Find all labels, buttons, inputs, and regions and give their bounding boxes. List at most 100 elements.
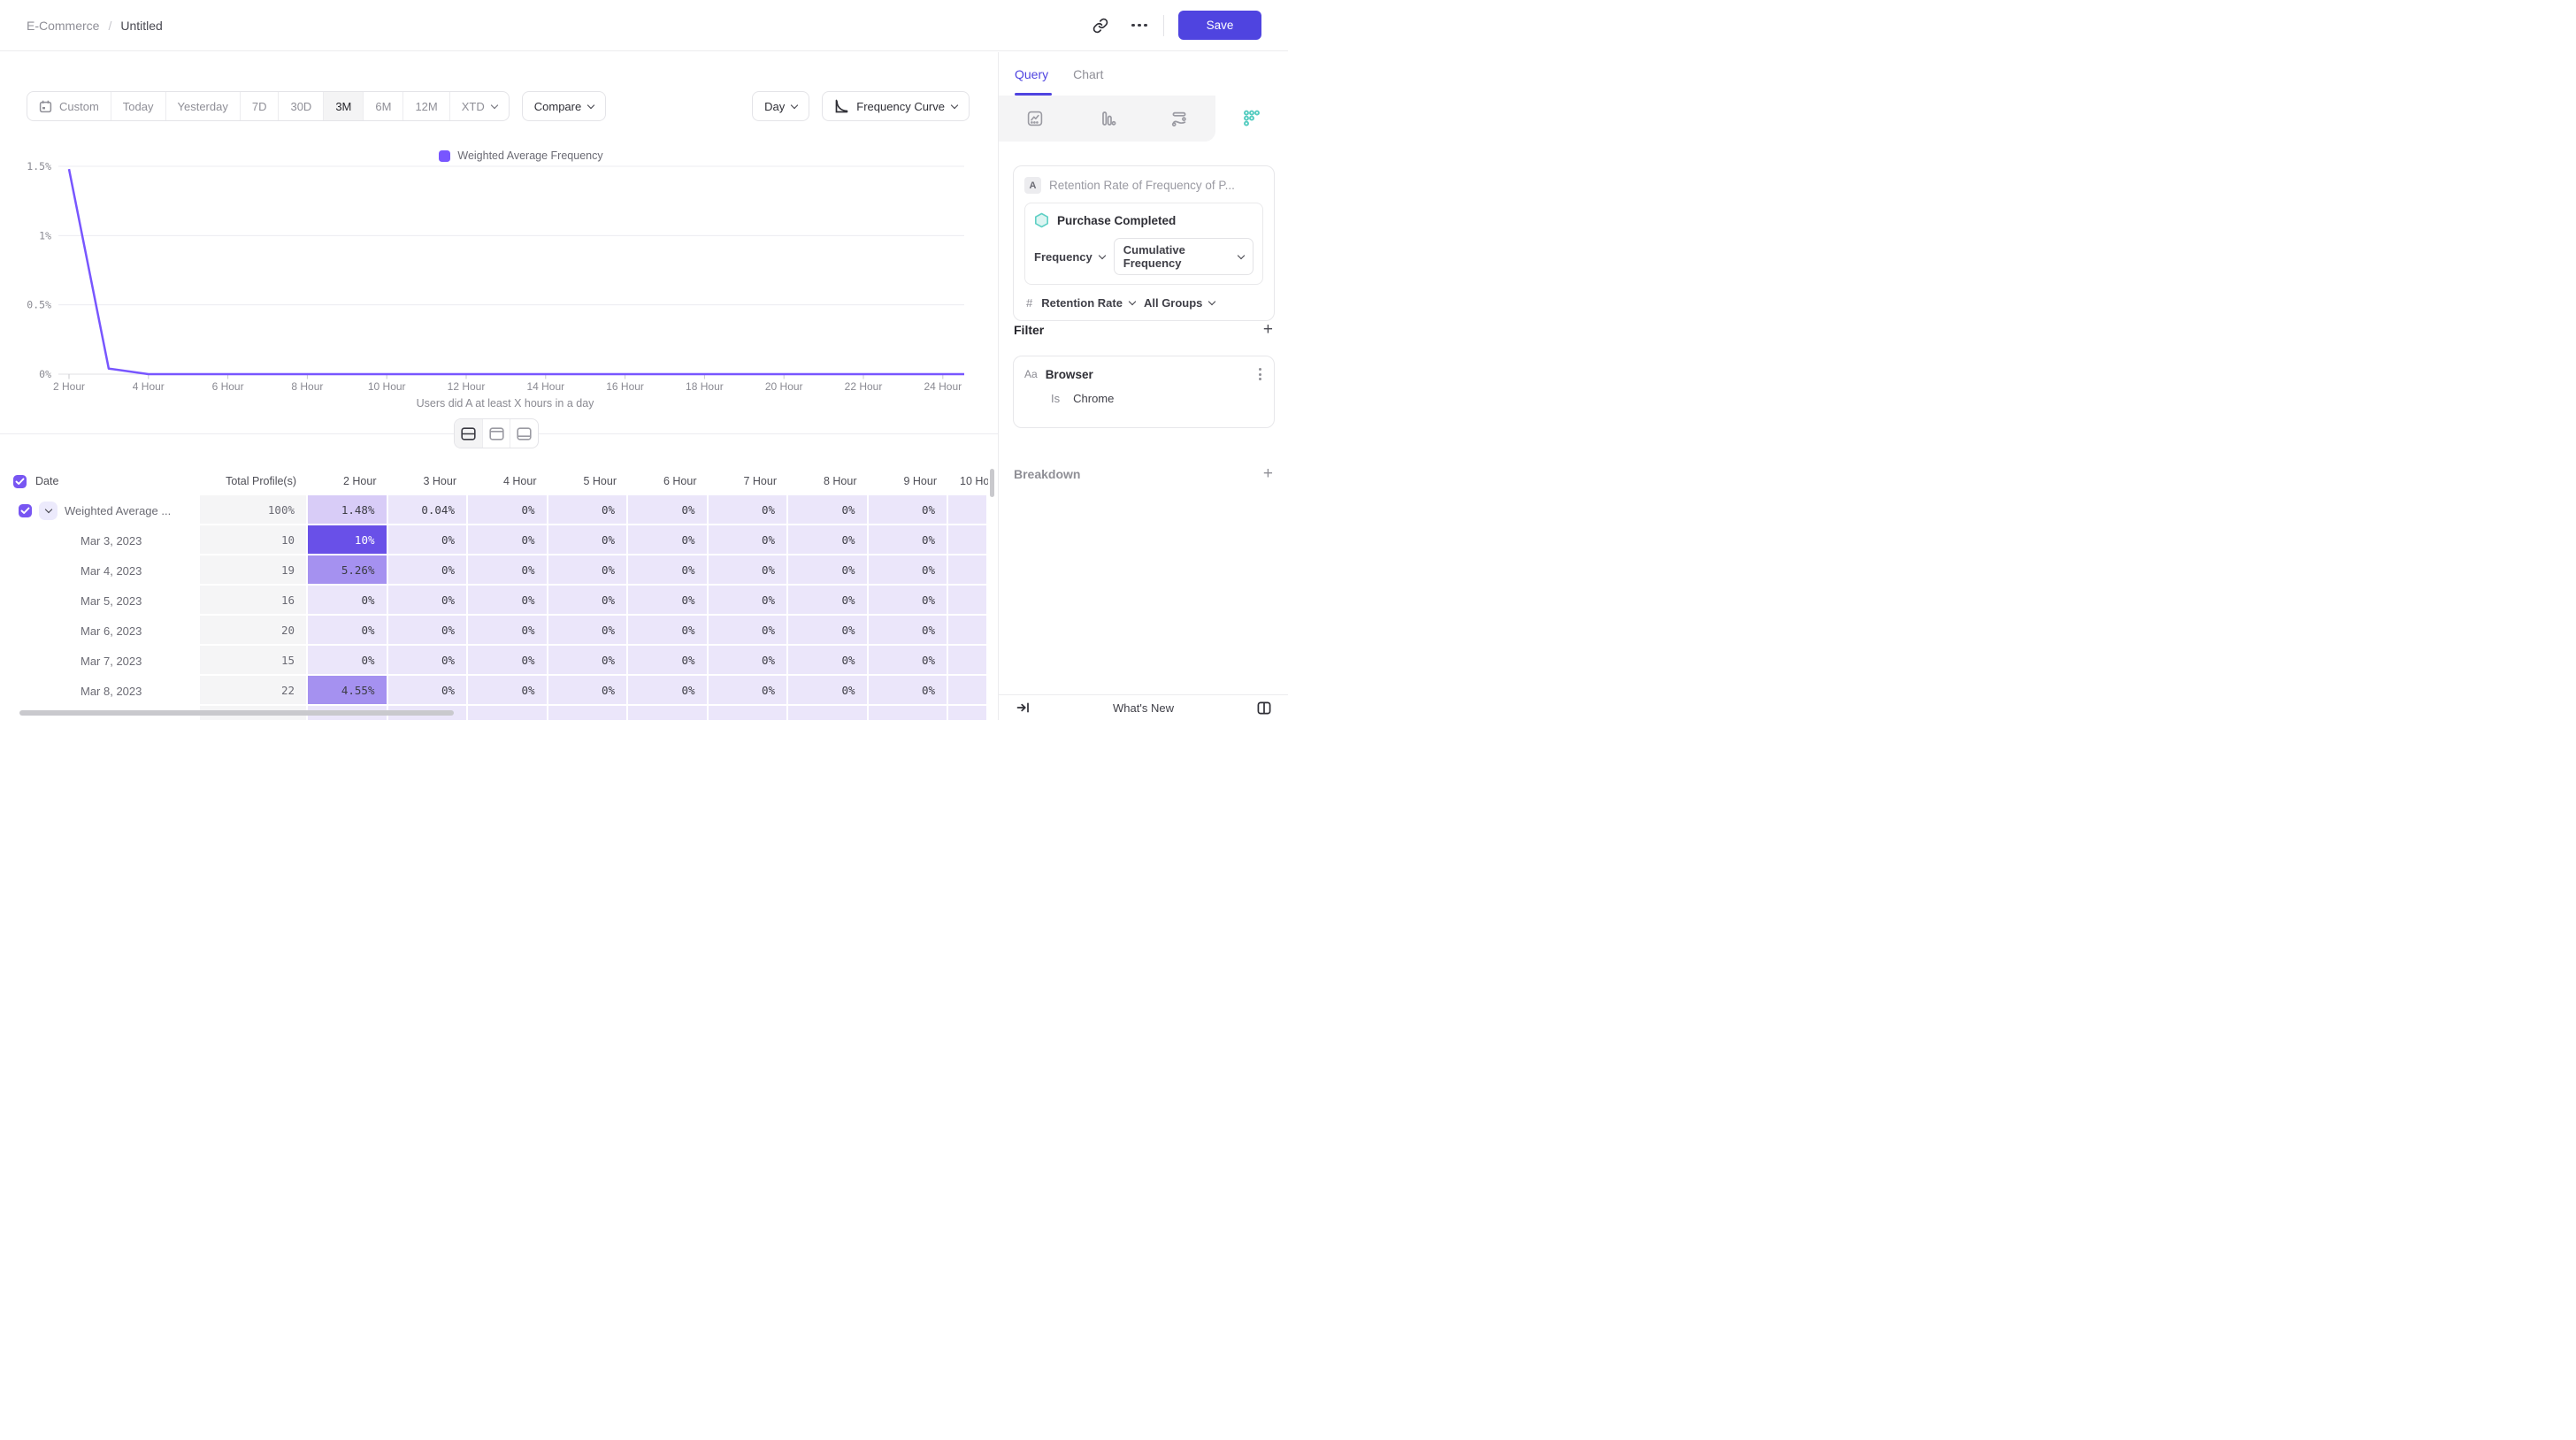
retention-cell[interactable]: 0% (868, 616, 948, 646)
retention-cell[interactable]: 0% (788, 646, 869, 676)
retention-cell[interactable]: 0% (468, 586, 548, 616)
collapse-panel-button[interactable] (1013, 698, 1032, 717)
retention-cell[interactable]: 0% (708, 616, 788, 646)
retention-cell[interactable] (948, 646, 988, 676)
layout-table-view-button[interactable] (510, 419, 538, 448)
retention-cell[interactable] (948, 616, 988, 646)
column-header[interactable]: 9 Hour (868, 467, 948, 495)
retention-cell[interactable]: 0% (708, 555, 788, 586)
retention-cell[interactable]: 0% (628, 495, 709, 525)
retention-cell[interactable]: 0% (788, 525, 869, 555)
retention-cell[interactable]: 0% (788, 616, 869, 646)
total-profiles-cell[interactable]: 10 (200, 525, 308, 555)
measure-dropdown[interactable]: Retention Rate (1041, 296, 1137, 310)
retention-cell[interactable]: 0% (387, 555, 468, 586)
total-profiles-cell[interactable]: 15 (200, 646, 308, 676)
retention-cell[interactable]: 0% (387, 616, 468, 646)
retention-cell[interactable]: 0% (708, 676, 788, 706)
filter-options-kebab[interactable] (1257, 366, 1263, 382)
retention-cell[interactable]: 0% (548, 616, 628, 646)
tab-query[interactable]: Query (1015, 66, 1049, 81)
save-button[interactable]: Save (1178, 11, 1261, 40)
range-today[interactable]: Today (110, 92, 165, 120)
groups-dropdown[interactable]: All Groups (1144, 296, 1216, 310)
retention-cell[interactable] (548, 706, 628, 720)
table-row-label[interactable]: Mar 7, 2023 (13, 646, 200, 676)
retention-cell[interactable]: 0% (788, 495, 869, 525)
retention-cell[interactable]: 0% (628, 676, 709, 706)
retention-cell[interactable]: 0% (468, 646, 548, 676)
total-profiles-cell[interactable]: 22 (200, 676, 308, 706)
retention-cell[interactable] (948, 495, 988, 525)
total-profiles-cell[interactable]: 16 (200, 586, 308, 616)
retention-cell[interactable]: 0% (548, 495, 628, 525)
column-header[interactable]: Total Profile(s) (200, 467, 308, 495)
range-12m[interactable]: 12M (402, 92, 448, 120)
retention-cell[interactable]: 0% (868, 555, 948, 586)
retention-cell[interactable] (788, 706, 869, 720)
column-header[interactable]: 7 Hour (708, 467, 788, 495)
horizontal-scrollbar[interactable] (19, 710, 454, 716)
retention-cell[interactable] (948, 525, 988, 555)
chart-legend[interactable]: Weighted Average Frequency (0, 149, 998, 162)
retention-cell[interactable]: 0.04% (387, 495, 468, 525)
table-row-label[interactable]: Mar 3, 2023 (13, 525, 200, 555)
column-header[interactable]: 10 Hour (948, 467, 988, 495)
table-row-label[interactable]: Weighted Average ... (13, 495, 200, 525)
retention-cell[interactable]: 0% (788, 586, 869, 616)
retention-cell[interactable]: 0% (868, 525, 948, 555)
whats-new-link[interactable]: What's New (1113, 701, 1174, 715)
retention-cell[interactable]: 0% (548, 525, 628, 555)
retention-cell[interactable]: 0% (468, 495, 548, 525)
range-xtd[interactable]: XTD (448, 92, 509, 120)
retention-cell[interactable]: 0% (788, 555, 869, 586)
retention-cell[interactable]: 0% (868, 676, 948, 706)
retention-cell[interactable]: 0% (308, 646, 388, 676)
retention-cell[interactable]: 1.48% (308, 495, 388, 525)
retention-cell[interactable]: 0% (387, 525, 468, 555)
retention-cell[interactable] (948, 586, 988, 616)
event-name[interactable]: Purchase Completed (1057, 213, 1177, 227)
retention-cell[interactable]: 0% (548, 586, 628, 616)
retention-cell[interactable]: 0% (788, 676, 869, 706)
retention-cell[interactable]: 0% (468, 525, 548, 555)
retention-cell[interactable]: 0% (708, 525, 788, 555)
retention-cell[interactable]: 0% (308, 616, 388, 646)
column-header[interactable]: 4 Hour (468, 467, 548, 495)
filter-property[interactable]: Browser (1045, 367, 1093, 381)
retention-cell[interactable]: 0% (548, 555, 628, 586)
retention-cell[interactable]: 0% (628, 525, 709, 555)
column-header[interactable]: 3 Hour (387, 467, 468, 495)
add-filter-button[interactable]: + (1262, 320, 1273, 339)
retention-report-tab[interactable] (1215, 96, 1288, 142)
retention-cell[interactable]: 10% (308, 525, 388, 555)
total-profiles-cell[interactable]: 19 (200, 555, 308, 586)
add-breakdown-button[interactable]: + (1262, 464, 1273, 483)
layout-chart-view-button[interactable] (481, 419, 510, 448)
select-all-checkbox[interactable] (13, 474, 27, 488)
column-header[interactable]: 5 Hour (548, 467, 628, 495)
frequency-dropdown[interactable]: Frequency (1034, 250, 1106, 264)
table-row-label[interactable]: Mar 8, 2023 (13, 676, 200, 706)
granularity-dropdown[interactable]: Day (752, 91, 810, 121)
retention-cell[interactable]: 0% (468, 555, 548, 586)
total-profiles-cell[interactable]: 20 (200, 616, 308, 646)
expand-row-button[interactable] (39, 501, 58, 520)
tab-chart[interactable]: Chart (1073, 66, 1104, 81)
retention-cell[interactable]: 0% (708, 495, 788, 525)
series-title-input[interactable]: Retention Rate of Frequency of P... (1049, 179, 1235, 192)
total-profiles-cell[interactable]: 100% (200, 495, 308, 525)
table-row-label[interactable]: Mar 5, 2023 (13, 586, 200, 616)
retention-cell[interactable] (628, 706, 709, 720)
filter-operator[interactable]: Is (1051, 392, 1061, 405)
range-7d[interactable]: 7D (239, 92, 279, 120)
retention-cell[interactable]: 0% (708, 586, 788, 616)
toggle-side-panel-button[interactable] (1254, 698, 1274, 717)
range-custom[interactable]: Custom (27, 92, 111, 120)
report-title[interactable]: Untitled (120, 18, 163, 33)
retention-cell[interactable] (708, 706, 788, 720)
retention-cell[interactable] (948, 706, 988, 720)
copy-link-button[interactable] (1087, 12, 1114, 39)
retention-cell[interactable] (468, 706, 548, 720)
range-3m[interactable]: 3M (323, 92, 364, 120)
